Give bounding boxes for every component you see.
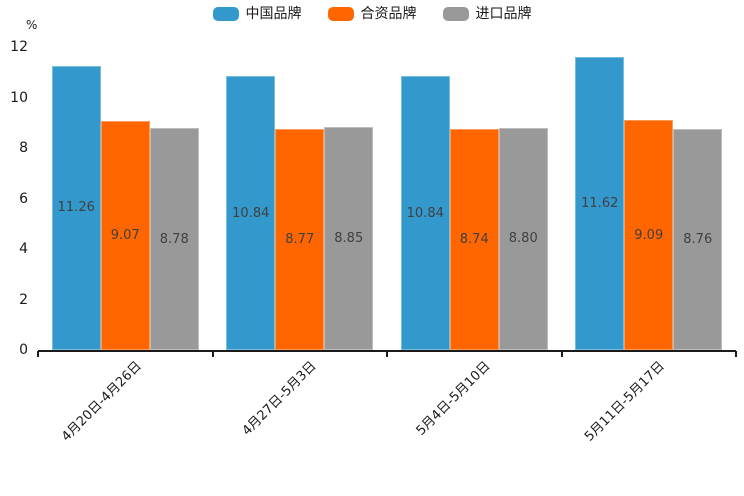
bar-value-label: 8.80 [508,231,538,247]
bar: 8.76 [673,128,723,350]
x-axis-tick [37,351,39,357]
bar-value-label: 9.09 [634,227,664,243]
bar: 8.78 [149,128,199,350]
legend-label: 合资品牌 [360,6,417,22]
plot-area: 11.26 9.07 8.78 10.84 8.77 8.85 10.84 8.74 8.80 1… [38,47,736,352]
x-category-label: 4月20日-4月26日 [58,358,145,445]
legend-swatch-icon [442,7,469,21]
y-tick-label: 0 [19,342,28,358]
y-tick-label: 6 [19,190,28,207]
bar: 11.26 [51,65,101,350]
bar: 8.85 [324,126,374,350]
bar: 9.09 [624,120,674,350]
bar: 8.77 [275,128,325,350]
legend: 中国品牌 合资品牌 进口品牌 [0,7,744,21]
bar-value-label: 11.62 [581,195,619,211]
bar-group-4: 11.62 9.09 8.76 [562,47,737,350]
bar-value-label: 11.26 [57,200,95,216]
legend-label: 中国品牌 [245,6,302,22]
x-axis-tick [560,351,563,357]
x-category-label: 4月27日-5月3日 [239,358,320,439]
y-axis-unit-label: % [26,18,38,32]
bar: 8.74 [449,129,499,350]
y-tick-label: 12 [10,39,28,55]
legend-swatch-icon [212,7,239,21]
bar: 10.84 [226,76,276,350]
legend-swatch-icon [327,7,354,21]
x-axis-tick [735,351,737,357]
x-axis-tick [211,351,214,357]
y-tick-label: 8 [19,140,28,156]
bar-value-label: 10.84 [232,205,270,221]
bar-value-label: 10.84 [406,205,444,221]
bar-value-label: 9.07 [110,227,140,243]
bar: 9.07 [100,120,150,350]
bar-value-label: 8.78 [159,231,189,247]
bar: 11.62 [575,56,625,350]
y-tick-label: 4 [19,241,28,257]
bar-value-label: 8.77 [285,231,315,247]
bar: 8.80 [498,127,548,350]
x-axis-tick [386,351,388,357]
y-tick-label: 10 [10,89,28,106]
legend-label: 进口品牌 [475,6,532,22]
bar-group-1: 11.26 9.07 8.78 [38,47,213,350]
bar-value-label: 8.76 [683,231,713,247]
legend-item-1: 中国品牌 [212,6,302,22]
bar: 10.84 [400,76,450,350]
bar-group-2: 10.84 8.77 8.85 [213,47,388,350]
bar-value-label: 8.85 [334,230,364,246]
x-category-label: 5月4日-5月10日 [413,358,494,439]
legend-item-3: 进口品牌 [442,6,532,22]
legend-item-2: 合资品牌 [327,6,417,22]
bar-group-3: 10.84 8.74 8.80 [387,47,562,350]
x-category-label: 5月11日-5月17日 [582,358,669,445]
bar-value-label: 8.74 [459,232,489,248]
y-tick-label: 2 [19,291,28,308]
